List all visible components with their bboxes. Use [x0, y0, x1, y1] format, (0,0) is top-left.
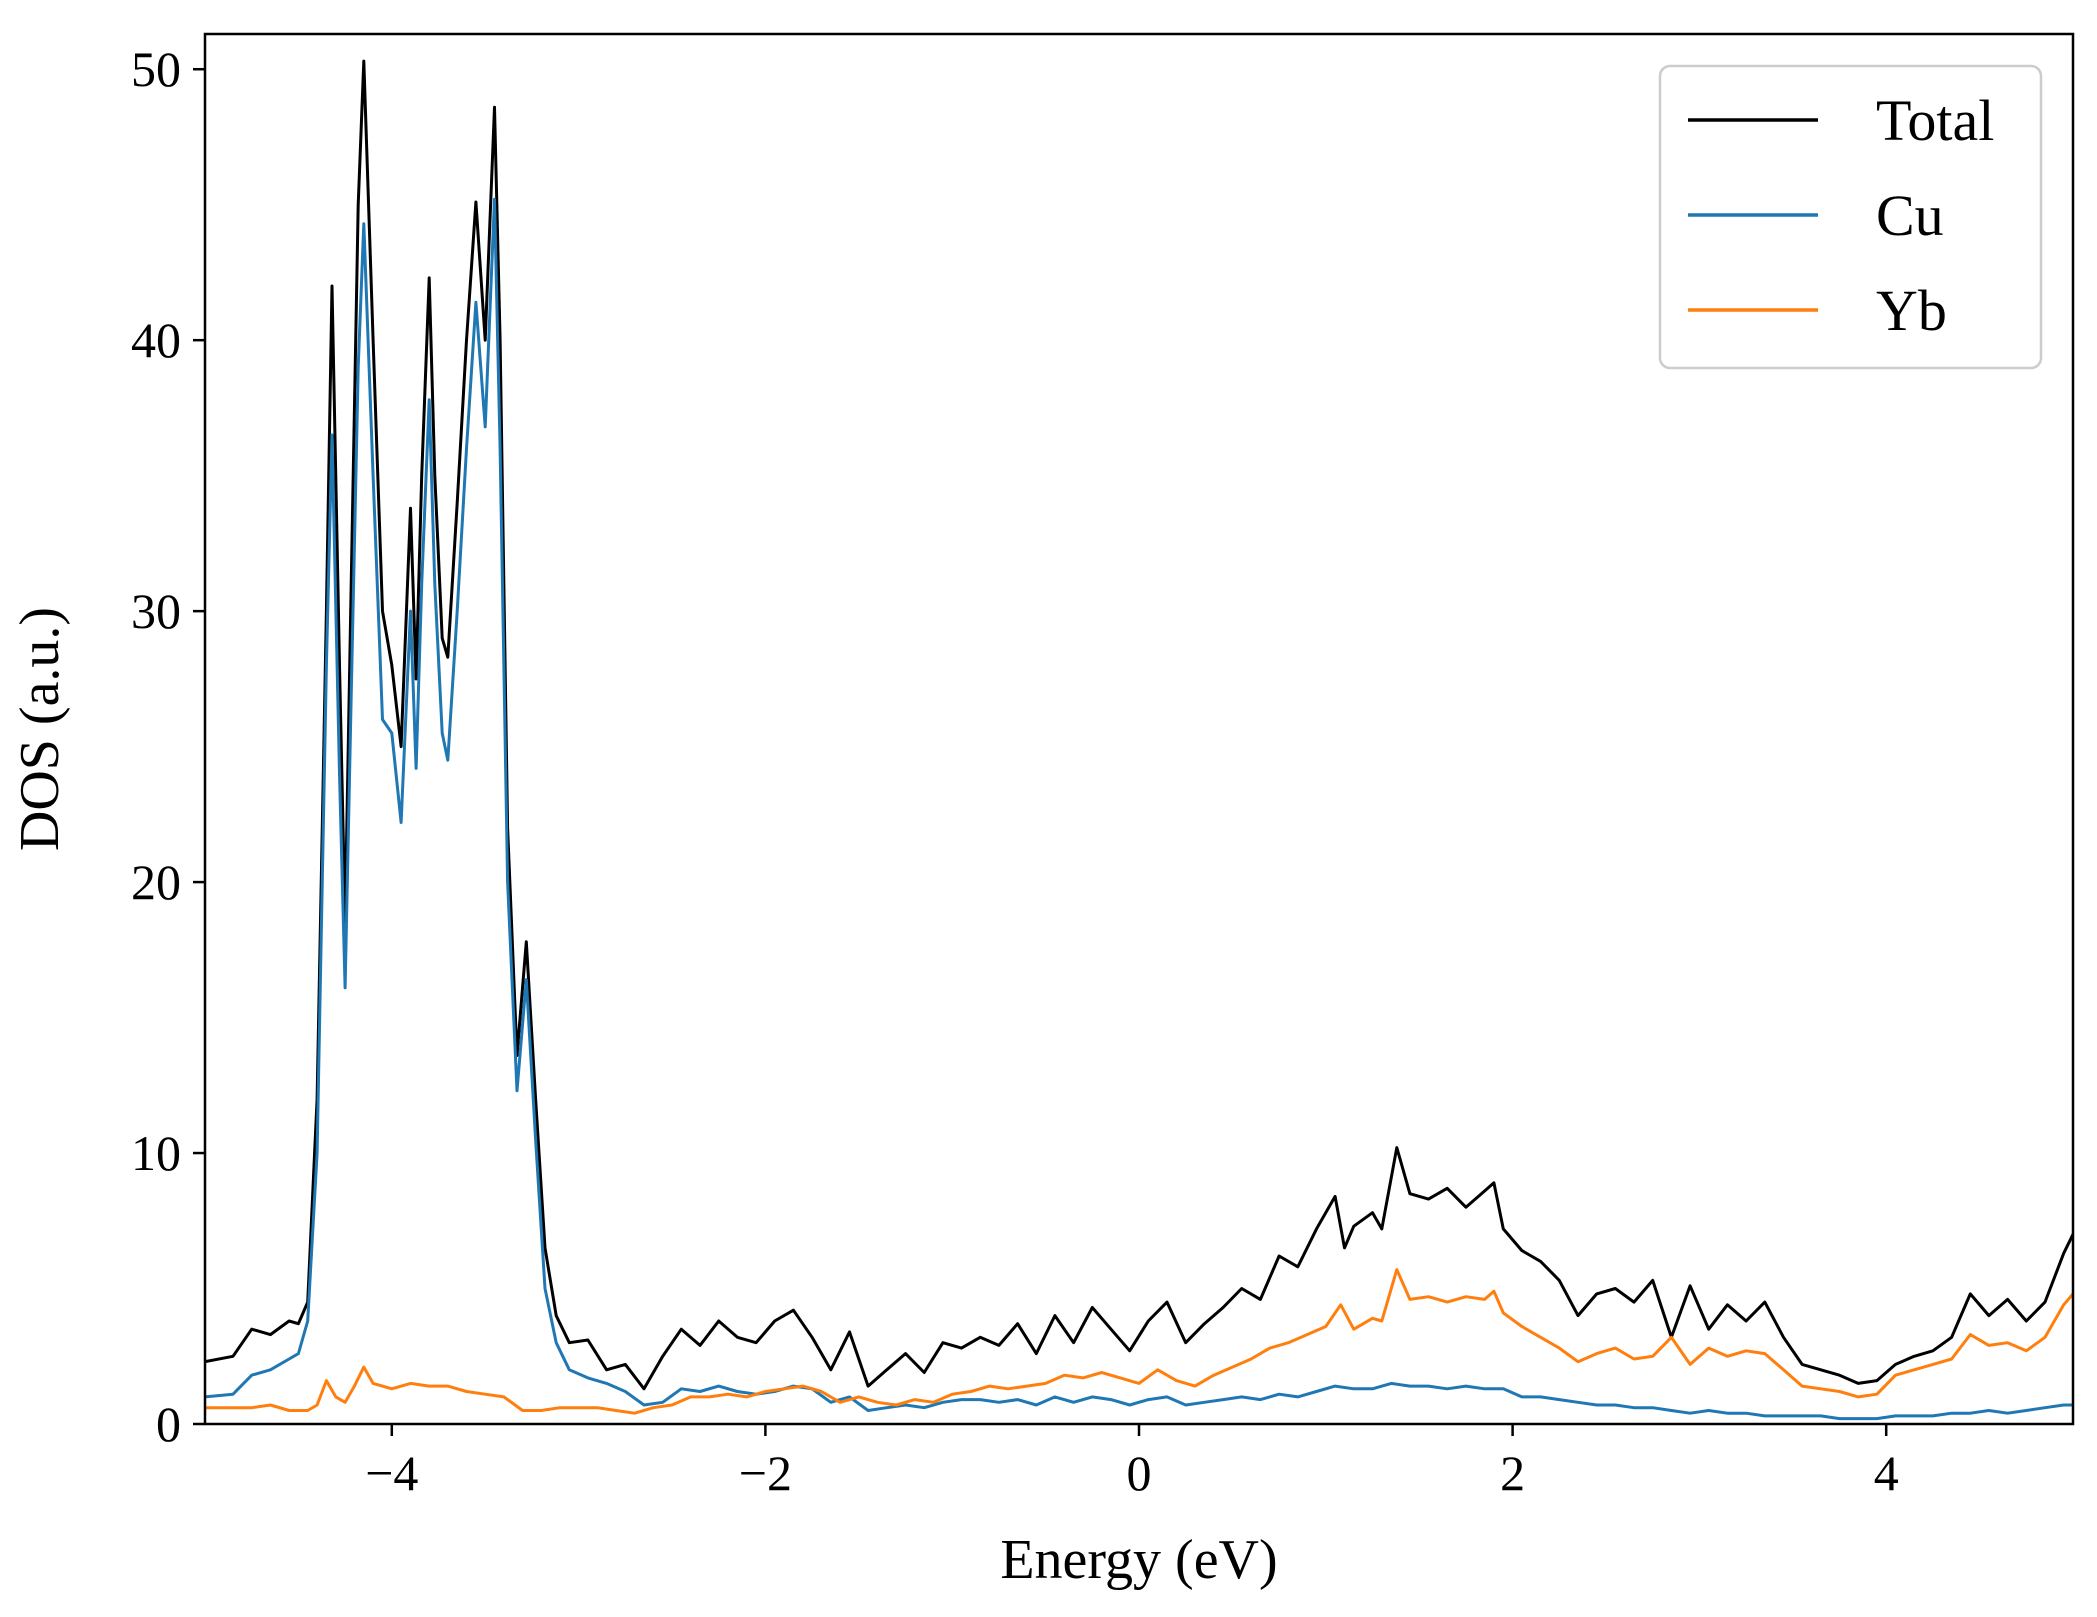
legend: Total Cu Yb [1658, 64, 2043, 370]
y-tick-label: 10 [131, 1125, 181, 1181]
x-axis-label: Energy (eV) [1000, 1529, 1277, 1591]
series-layer [205, 59, 2073, 1421]
y-axis-label: DOS (a.u.) [9, 607, 71, 851]
legend-label-yb: Yb [1876, 278, 1947, 343]
series-line-total [205, 59, 2073, 1391]
legend-label-total: Total [1876, 88, 1994, 153]
legend-label-cu: Cu [1876, 183, 1944, 248]
series-line-cu [205, 197, 2073, 1421]
x-axis: −4 −2 0 2 4 [365, 1424, 1899, 1501]
y-tick-label: 40 [131, 312, 181, 368]
x-tick-label: 4 [1874, 1445, 1899, 1501]
y-tick-label: 20 [131, 854, 181, 910]
y-tick-label: 30 [131, 583, 181, 639]
y-tick-label: 0 [156, 1396, 181, 1452]
x-tick-label: 0 [1127, 1445, 1152, 1501]
x-tick-label: −4 [365, 1445, 418, 1501]
y-tick-label: 50 [131, 41, 181, 97]
series-line-yb [205, 1268, 2073, 1415]
x-tick-label: −2 [739, 1445, 792, 1501]
x-tick-label: 2 [1500, 1445, 1525, 1501]
legend-box [1658, 64, 2043, 370]
y-axis: 0 10 20 30 40 50 [131, 41, 205, 1452]
